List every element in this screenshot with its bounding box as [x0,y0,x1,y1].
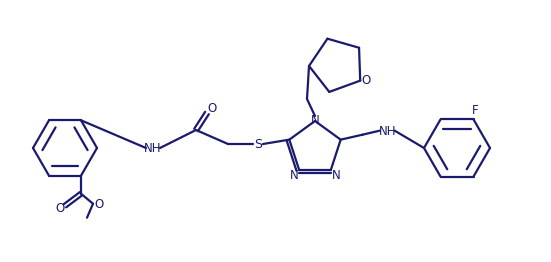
Text: F: F [472,104,479,117]
Text: O: O [55,202,64,215]
Text: N: N [290,169,299,182]
Text: O: O [207,102,217,116]
Text: N: N [332,169,341,182]
Text: O: O [94,198,104,211]
Text: S: S [254,138,262,150]
Text: NH: NH [144,141,162,155]
Text: N: N [311,113,320,127]
Text: NH: NH [379,125,396,138]
Text: O: O [361,74,371,87]
